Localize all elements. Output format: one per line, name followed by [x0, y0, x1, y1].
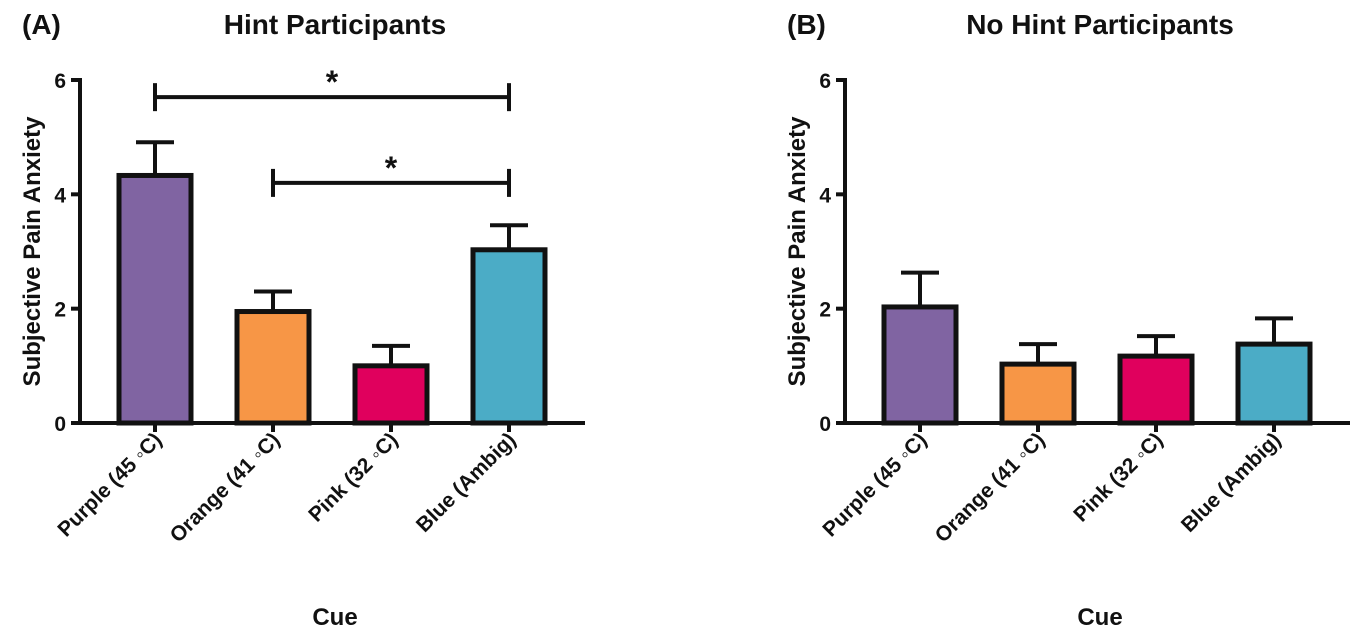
category-label: Purple (45 ◦C): [53, 428, 166, 541]
category-label: Pink (32 ◦C): [1069, 428, 1167, 526]
category-label: Blue (Ambig): [1177, 428, 1286, 537]
panel-b: (B) No Hint Participants 0 2 4 6 Subjective Pa…: [784, 9, 1350, 631]
bar: [470, 247, 548, 426]
panel-label: (B): [787, 9, 826, 40]
y-tick-label: 0: [54, 413, 66, 436]
y-tick-label: 0: [819, 413, 831, 436]
bar: [999, 361, 1077, 426]
significance-star: *: [385, 150, 398, 186]
bar: [881, 304, 959, 426]
significance-star: *: [326, 64, 339, 100]
chart-title: Hint Participants: [224, 9, 446, 40]
y-tick-label: 6: [819, 70, 831, 93]
x-axis-label: Cue: [1077, 604, 1122, 631]
y-tick-label: 4: [819, 184, 831, 207]
y-axis-label: Subjective Pain Anxiety: [19, 116, 46, 387]
bar: [352, 363, 430, 426]
y-tick-label: 6: [54, 70, 66, 93]
y-tick-label: 2: [54, 299, 66, 322]
panel-label: (A): [22, 9, 61, 40]
bar: [1235, 341, 1313, 426]
category-label: Orange (41 ◦C): [931, 428, 1050, 547]
y-tick-label: 2: [819, 299, 831, 322]
bar: [234, 309, 312, 426]
category-label: Orange (41 ◦C): [166, 428, 285, 547]
bar: [1117, 353, 1195, 426]
bar: [116, 172, 194, 426]
y-axis-label: Subjective Pain Anxiety: [784, 116, 811, 387]
panel-a: (A) Hint Participants 0 2 4 6 Subjective Pain …: [19, 9, 585, 631]
y-tick-label: 4: [54, 184, 66, 207]
category-label: Blue (Ambig): [412, 428, 521, 537]
chart-title: No Hint Participants: [966, 9, 1234, 40]
category-label: Purple (45 ◦C): [818, 428, 931, 541]
category-label: Pink (32 ◦C): [304, 428, 402, 526]
x-axis-label: Cue: [312, 604, 357, 631]
